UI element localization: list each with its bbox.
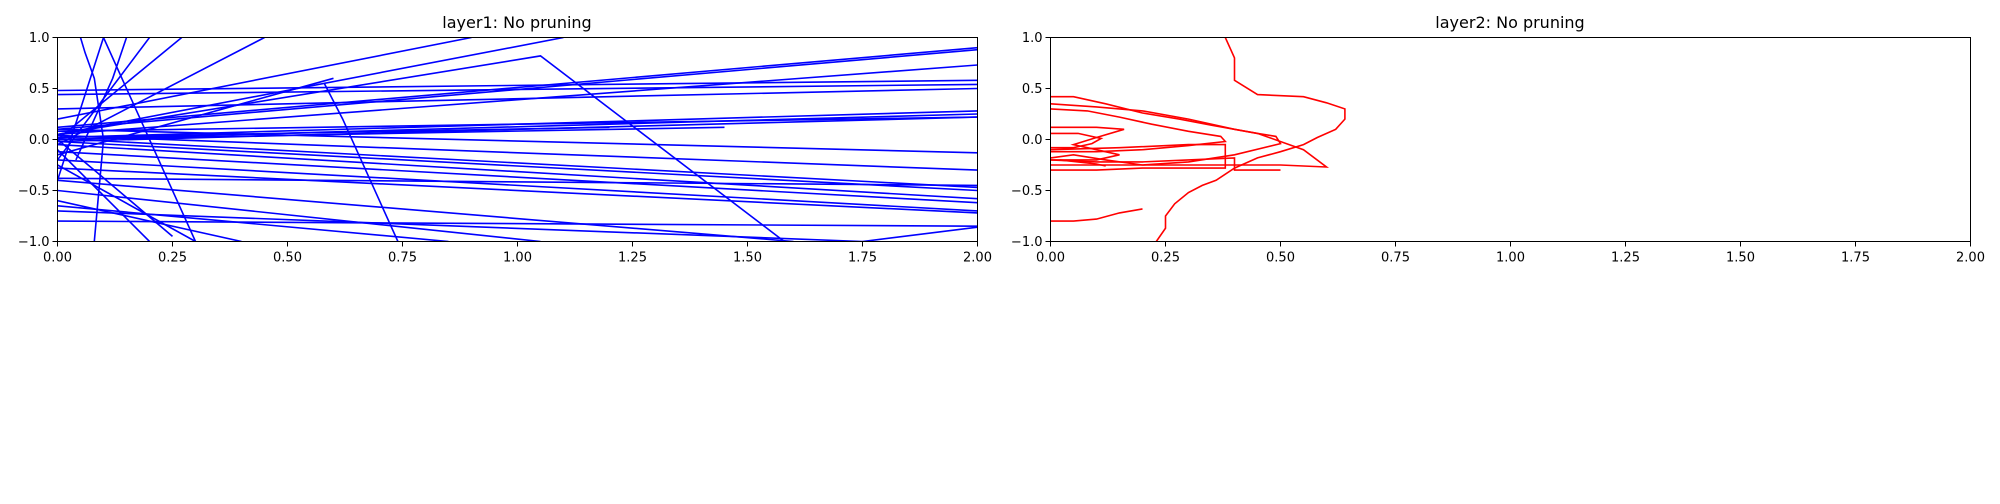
series-line-22 (57, 205, 449, 242)
y-tick-label: −0.5 (1011, 184, 1043, 199)
series-line-10 (1059, 159, 1106, 167)
series-line-30 (57, 37, 472, 120)
y-tick-label: 1.0 (29, 31, 50, 46)
series-line-23 (57, 210, 863, 242)
x-tick-label: 2.00 (1956, 251, 1985, 266)
series-line-1 (57, 46, 978, 129)
series-line-14 (57, 140, 978, 192)
chart-panel-2: layer2: No pruning 0.00 0.25 0.50 0.75 1.00 1… (1011, 13, 1985, 266)
series-line-34 (57, 164, 196, 242)
series-line-15 (57, 143, 978, 200)
x-tick-label: 0.00 (1036, 251, 1065, 266)
series-line-43 (57, 126, 725, 141)
x-tick-label: 0.75 (388, 251, 417, 266)
series-line-10 (57, 116, 978, 133)
series-line-39 (323, 83, 399, 242)
series-layer (1050, 37, 1346, 242)
series-line-12 (57, 134, 978, 171)
y-tick-label: 0.5 (1022, 82, 1043, 97)
x-tick-label: 0.50 (273, 251, 302, 266)
chart-panel-1: layer1: No pruning 0.00 0.25 0.50 0.75 1.00 1… (18, 13, 992, 266)
y-tick-label: 1.0 (1022, 31, 1043, 46)
series-line-9 (1050, 208, 1143, 222)
x-tick-label: 0.00 (43, 251, 72, 266)
series-line-40 (57, 138, 174, 238)
y-tick-label: 0.0 (1022, 133, 1043, 148)
series-line-37 (102, 37, 197, 242)
y-tick-label: −1.0 (18, 235, 50, 250)
series-line-16 (57, 150, 978, 204)
series-line-7 (1050, 143, 1227, 171)
series-line-31 (57, 37, 564, 136)
series-layer (57, 37, 978, 242)
series-line-41 (57, 55, 785, 242)
tick-layer: 0.00 0.25 0.50 0.75 1.00 1.25 1.50 1.75 2.00 1.0 0… (1011, 31, 1985, 266)
series-line-13 (57, 137, 978, 189)
series-line-42 (57, 126, 610, 139)
series-line-5 (57, 83, 978, 96)
x-tick-label: 1.50 (1726, 251, 1755, 266)
series-line-27 (57, 37, 183, 141)
x-tick-label: 0.25 (1151, 251, 1180, 266)
x-tick-label: 0.25 (158, 251, 187, 266)
x-tick-label: 1.25 (1611, 251, 1640, 266)
series-line-3 (57, 64, 978, 136)
y-tick-label: −0.5 (18, 184, 50, 199)
series-line-26 (57, 37, 265, 146)
series-line-24 (57, 220, 978, 227)
series-line-1 (1155, 37, 1346, 242)
series-line-25 (862, 226, 978, 242)
x-tick-label: 1.50 (733, 251, 762, 266)
y-tick-label: −1.0 (1011, 235, 1043, 250)
plot-frame (57, 37, 978, 242)
x-tick-label: 2.00 (963, 251, 992, 266)
x-tick-label: 0.75 (1381, 251, 1410, 266)
series-line-6 (1050, 132, 1104, 149)
x-tick-label: 1.75 (1841, 251, 1870, 266)
series-line-19 (57, 177, 978, 187)
series-line-4 (1050, 108, 1227, 153)
series-line-11 (57, 128, 978, 154)
x-tick-label: 1.00 (503, 251, 532, 266)
y-tick-label: 0.0 (29, 133, 50, 148)
series-line-2 (1050, 95, 1330, 168)
series-line-20 (57, 179, 794, 242)
series-line-35 (57, 149, 151, 242)
series-line-18 (57, 167, 978, 214)
x-tick-label: 1.75 (848, 251, 877, 266)
chart-title: layer2: No pruning (1435, 13, 1584, 32)
x-tick-label: 1.25 (618, 251, 647, 266)
tick-layer: 0.00 0.25 0.50 0.75 1.00 1.25 1.50 1.75 2.00 1.0 0… (18, 31, 992, 266)
series-line-21 (57, 189, 541, 242)
series-line-3 (1050, 103, 1282, 166)
series-line-8 (1050, 157, 1281, 171)
series-line-38 (75, 37, 128, 161)
y-tick-label: 0.5 (29, 82, 50, 97)
series-line-33 (57, 199, 242, 242)
series-line-5 (1050, 126, 1125, 161)
x-tick-label: 0.50 (1266, 251, 1295, 266)
chart-title: layer1: No pruning (442, 13, 591, 32)
x-tick-label: 1.00 (1496, 251, 1525, 266)
series-line-17 (57, 159, 978, 212)
plot-frame (1050, 37, 1971, 242)
